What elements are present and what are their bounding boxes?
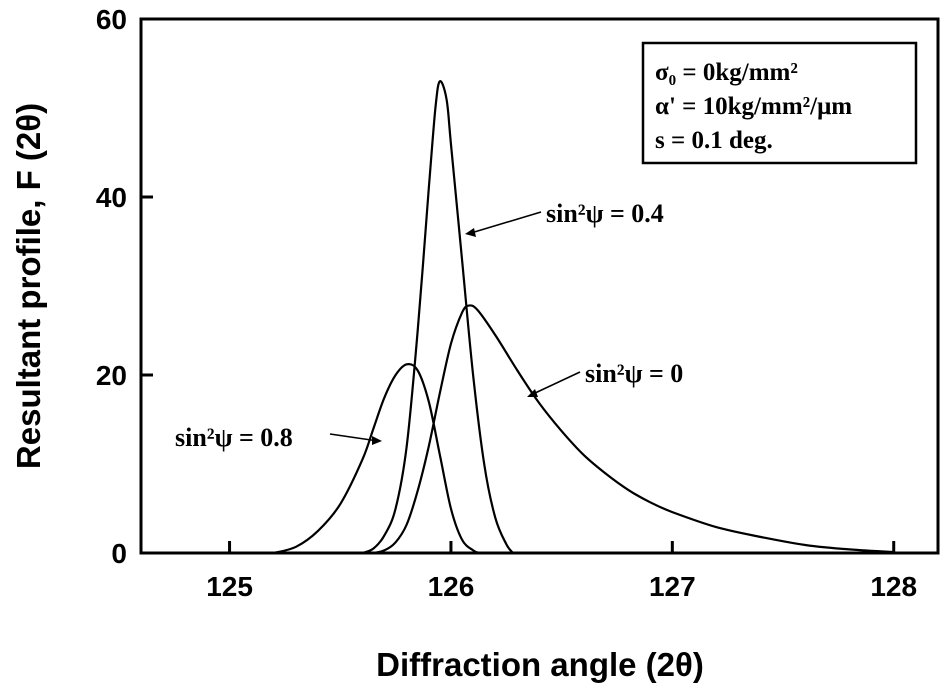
annotation-sin2psi-0-8: sin²ψ = 0.8 [175, 423, 293, 452]
x-tick-label: 128 [870, 571, 917, 602]
series-line-sin2psi-0-4 [362, 80, 514, 555]
y-tick-label: 60 [96, 4, 127, 35]
series-line-sin2psi-0-8 [273, 363, 481, 555]
y-tick-label: 0 [111, 538, 127, 569]
y-axis-title: Resultant profile, F (2θ) [10, 103, 47, 469]
arrowhead-sin2psi-0-8 [372, 436, 382, 445]
x-tick-label: 127 [649, 571, 696, 602]
arrow-sin2psi-0-8 [329, 433, 379, 442]
y-tick-labels: 0 20 40 60 [96, 4, 127, 569]
x-axis-title: Diffraction angle (2θ) [376, 646, 704, 683]
arrow-sin2psi-0 [532, 371, 581, 395]
arrowhead-sin2psi-0 [527, 389, 538, 397]
series-line-sin2psi-0 [373, 304, 894, 555]
arrow-sin2psi-0-4 [470, 211, 542, 234]
annotation-sin2psi-0: sin²ψ = 0 [585, 359, 683, 388]
y-tick-label: 20 [96, 360, 127, 391]
parameter-s: s = 0.1 deg. [655, 127, 773, 154]
series-curves [273, 80, 894, 555]
x-tick-labels: 125 126 127 128 [206, 571, 917, 602]
parameter-alpha: α' = 10kg/mm²/μm [655, 93, 852, 120]
parameter-sigma0: σ₀ = 0kg/mm² [655, 59, 798, 86]
parameter-box-frame [641, 41, 918, 165]
arrowhead-sin2psi-0-4 [465, 228, 476, 237]
plot-frame [139, 17, 940, 555]
annotation-sin2psi-0-4: sin²ψ = 0.4 [546, 199, 664, 228]
y-tick-label: 40 [96, 182, 127, 213]
parameter-box: σ₀ = 0kg/mm² α' = 10kg/mm²/μm s = 0.1 de… [641, 41, 918, 165]
annotation-arrows [329, 211, 581, 445]
x-tick-label: 126 [428, 571, 475, 602]
x-tick-label: 125 [206, 571, 253, 602]
